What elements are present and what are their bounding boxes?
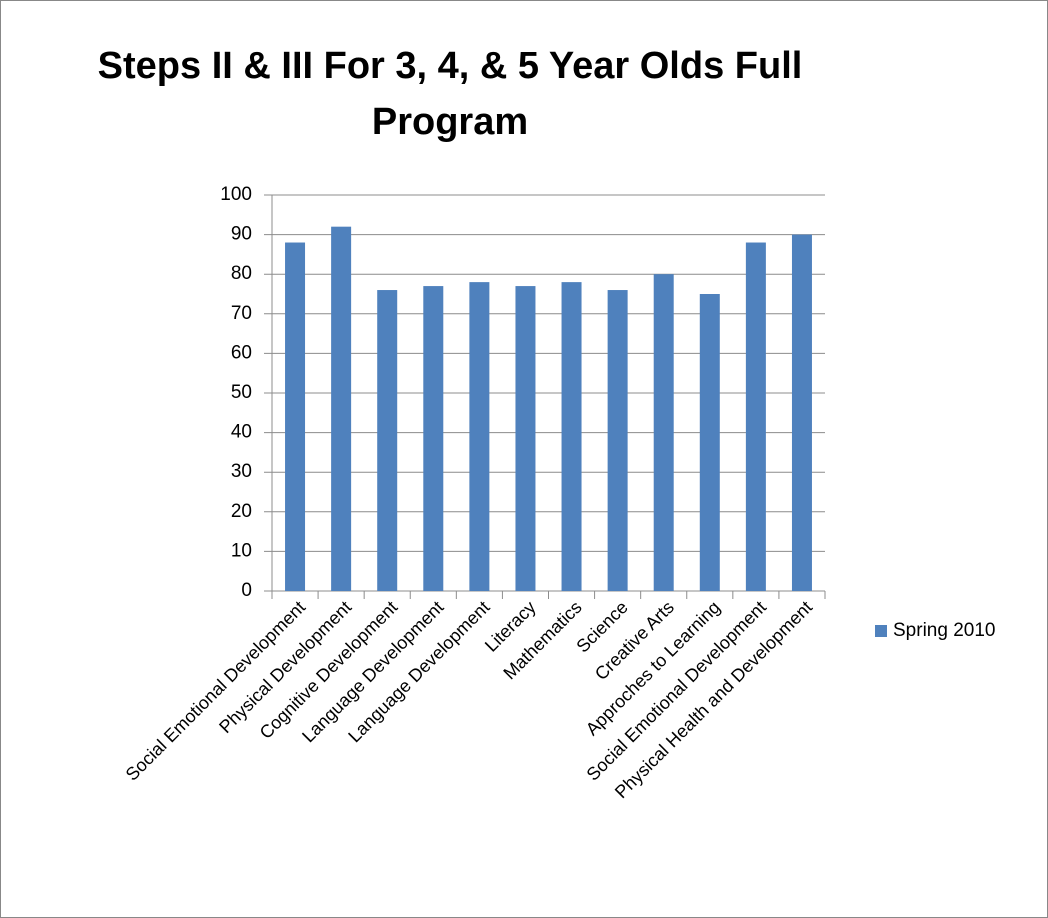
y-tick-label: 70 (231, 303, 252, 324)
bar (561, 282, 582, 591)
bar (285, 242, 306, 591)
bar (699, 294, 720, 591)
y-tick-label: 90 (231, 224, 252, 245)
y-tick-label: 60 (231, 342, 252, 363)
y-tick-label: 30 (231, 461, 252, 482)
y-tick-label: 10 (231, 540, 252, 561)
y-tick-label: 100 (220, 184, 252, 205)
bar (377, 290, 398, 591)
bar (423, 286, 444, 591)
legend-swatch (875, 625, 887, 637)
y-tick-label: 50 (231, 382, 252, 403)
bar (515, 286, 536, 591)
bar (469, 282, 490, 591)
bar (653, 274, 674, 591)
bar (607, 290, 628, 591)
chart-title: Steps II & III For 3, 4, & 5 Year Olds F… (97, 45, 803, 143)
y-tick-label: 20 (231, 501, 252, 522)
y-tick-label: 80 (231, 263, 252, 284)
bar (791, 234, 812, 591)
bar (745, 242, 766, 591)
x-tick-label: Social Emotional Development (122, 597, 309, 784)
y-tick-label: 0 (241, 580, 252, 601)
bar (331, 226, 352, 591)
legend-label: Spring 2010 (893, 620, 995, 641)
y-tick-label: 40 (231, 422, 252, 443)
